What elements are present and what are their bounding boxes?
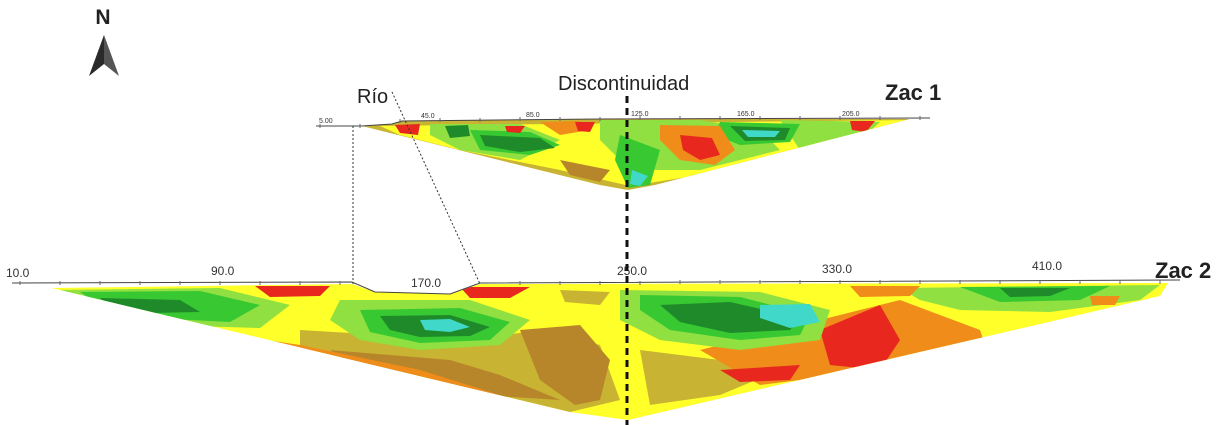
profile-top-section: 5.00 45.0 85.0 125.0 165.0 205.0	[316, 111, 931, 190]
profile-top-tick: 85.0	[526, 112, 540, 119]
profile-bottom-title: Zac 2	[1155, 258, 1211, 283]
profile-bottom-section: 10.0 90.0 170.0 250.0 330.0 410.0	[6, 259, 1181, 420]
profile-top-tick: 45.0	[421, 113, 435, 120]
profile-bottom-tick: 250.0	[617, 264, 647, 278]
profile-top-tick: 5.00	[319, 118, 333, 125]
profile-bottom-tick: 90.0	[211, 264, 235, 278]
profile-top-tick: 125.0	[631, 111, 649, 118]
profile-bottom-tick-labels: 10.0 90.0 170.0 250.0 330.0 410.0	[6, 259, 1062, 290]
profile-bottom-tick: 330.0	[822, 262, 852, 276]
river-guide-lines	[352, 91, 481, 285]
profile-top-tick: 205.0	[842, 111, 860, 118]
north-arrow-icon: N	[89, 6, 119, 76]
profile-bottom-tick: 10.0	[6, 266, 30, 280]
river-label: Río	[357, 86, 388, 108]
profile-top-tick: 165.0	[737, 111, 755, 118]
profile-bottom-tick: 170.0	[411, 276, 441, 290]
discontinuity-label: Discontinuidad	[558, 73, 689, 95]
profile-top-tick-labels: 5.00 45.0 85.0 125.0 165.0 205.0	[319, 111, 860, 125]
profile-bottom-tick: 410.0	[1032, 259, 1062, 273]
profile-top-title: Zac 1	[885, 80, 941, 105]
north-label: N	[95, 6, 110, 29]
